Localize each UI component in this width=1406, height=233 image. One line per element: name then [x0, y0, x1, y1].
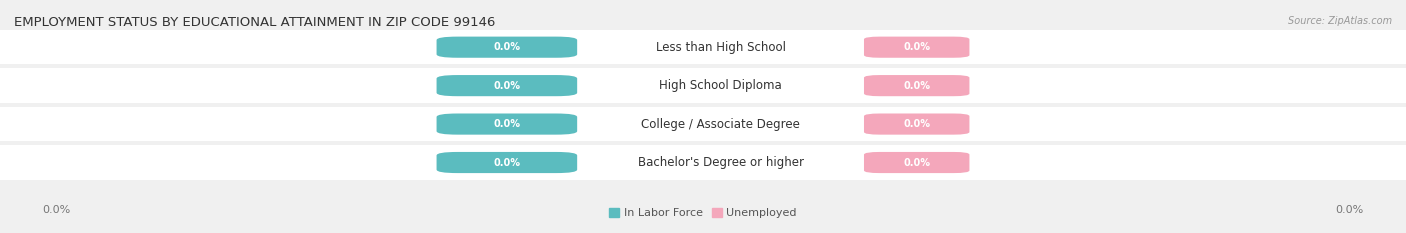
- FancyBboxPatch shape: [582, 113, 859, 135]
- Text: Source: ZipAtlas.com: Source: ZipAtlas.com: [1288, 16, 1392, 26]
- Text: 0.0%: 0.0%: [903, 81, 931, 91]
- FancyBboxPatch shape: [863, 37, 970, 58]
- FancyBboxPatch shape: [0, 68, 1406, 103]
- Text: Less than High School: Less than High School: [655, 41, 786, 54]
- FancyBboxPatch shape: [0, 145, 1406, 180]
- FancyBboxPatch shape: [436, 152, 578, 173]
- FancyBboxPatch shape: [863, 75, 970, 96]
- FancyBboxPatch shape: [436, 37, 578, 58]
- Text: 0.0%: 0.0%: [494, 42, 520, 52]
- Text: 0.0%: 0.0%: [903, 42, 931, 52]
- Text: 0.0%: 0.0%: [903, 158, 931, 168]
- FancyBboxPatch shape: [436, 113, 578, 135]
- Text: College / Associate Degree: College / Associate Degree: [641, 118, 800, 130]
- FancyBboxPatch shape: [0, 107, 1406, 141]
- Text: Bachelor's Degree or higher: Bachelor's Degree or higher: [637, 156, 804, 169]
- FancyBboxPatch shape: [436, 75, 578, 96]
- Text: 0.0%: 0.0%: [42, 205, 70, 215]
- Text: 0.0%: 0.0%: [494, 119, 520, 129]
- Legend: In Labor Force, Unemployed: In Labor Force, Unemployed: [605, 204, 801, 223]
- FancyBboxPatch shape: [582, 152, 859, 173]
- FancyBboxPatch shape: [863, 152, 970, 173]
- Text: EMPLOYMENT STATUS BY EDUCATIONAL ATTAINMENT IN ZIP CODE 99146: EMPLOYMENT STATUS BY EDUCATIONAL ATTAINM…: [14, 16, 495, 29]
- Text: 0.0%: 0.0%: [1336, 205, 1364, 215]
- FancyBboxPatch shape: [582, 75, 859, 96]
- FancyBboxPatch shape: [582, 37, 859, 58]
- Text: 0.0%: 0.0%: [494, 158, 520, 168]
- Text: 0.0%: 0.0%: [903, 119, 931, 129]
- Text: High School Diploma: High School Diploma: [659, 79, 782, 92]
- Text: 0.0%: 0.0%: [494, 81, 520, 91]
- FancyBboxPatch shape: [0, 30, 1406, 65]
- FancyBboxPatch shape: [863, 113, 970, 135]
